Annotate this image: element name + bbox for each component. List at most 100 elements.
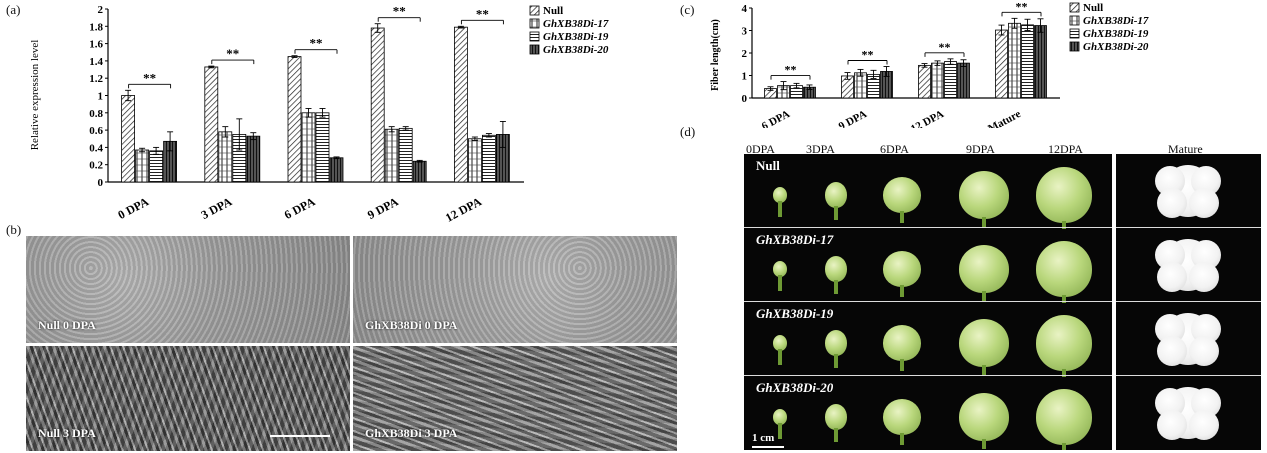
y-tick-label: 0	[98, 177, 104, 189]
cotton-boll-image	[1036, 389, 1092, 445]
boll-stem	[982, 365, 986, 375]
cotton-boll-image	[773, 409, 787, 425]
significance-label: **	[310, 36, 323, 51]
bar	[931, 62, 944, 99]
mature-cotton-image	[1189, 262, 1219, 292]
bar	[918, 64, 931, 99]
x-tick-label: 12 DPA	[443, 194, 484, 222]
x-tick-label: 12 DPA	[909, 108, 946, 128]
bar	[944, 61, 957, 99]
boll-stem	[982, 439, 986, 449]
cotton-boll-image	[883, 399, 921, 435]
mature-cotton-panel	[1116, 154, 1261, 450]
chart-a-ylabel: Relative expression level	[29, 40, 41, 151]
boll-stem	[834, 206, 838, 220]
cotton-boll-image	[1036, 167, 1092, 223]
col-head-12dpa: 12DPA	[1048, 142, 1083, 156]
legend-label: GhXB38Di-17	[1083, 15, 1149, 27]
cotton-boll-image	[883, 177, 921, 213]
bar	[1008, 22, 1021, 99]
boll-stem	[1062, 221, 1066, 229]
boll-stem	[1062, 369, 1066, 377]
cotton-boll-image	[883, 251, 921, 287]
cotton-boll-image	[825, 404, 847, 430]
x-tick-label: 0 DPA	[115, 194, 151, 222]
boll-stem	[900, 359, 904, 371]
boll-stem	[1062, 295, 1066, 303]
y-tick-label: 0	[742, 93, 748, 105]
mature-cotton-image	[1157, 188, 1187, 218]
bar	[384, 128, 399, 183]
col-head-3dpa: 3DPA	[806, 142, 835, 156]
cotton-boll-image	[883, 325, 921, 361]
mature-cotton-image	[1157, 410, 1187, 440]
chart-c-ylabel: Fiber length(cm)	[710, 19, 721, 91]
sem-scale-bar	[270, 435, 330, 437]
sem-caption-xb-0: GhXB38Di 0 DPA	[365, 318, 458, 332]
bar	[149, 150, 164, 183]
panel-label-c: (c)	[680, 2, 695, 17]
y-tick-label: 1.2	[89, 73, 103, 85]
bar	[957, 62, 970, 99]
boll-stem	[982, 291, 986, 301]
legend-swatch	[529, 44, 540, 55]
chart-fiber-length: Fiber length(cm) 0 1 2 3 4 6 DPA 9 DPA 12 DPA Ma…	[710, 0, 1149, 128]
bar	[481, 134, 496, 183]
y-tick-label: 3	[742, 26, 748, 38]
cotton-boll-image	[1036, 315, 1092, 371]
boll-stem	[982, 217, 986, 227]
significance-label: **	[226, 46, 239, 61]
bar	[453, 26, 468, 183]
significance-label: **	[785, 63, 797, 77]
bar	[1021, 24, 1034, 99]
legend-label: GhXB38Di-19	[1083, 28, 1149, 40]
cotton-boll-image	[825, 182, 847, 208]
cotton-boll-image	[825, 256, 847, 282]
cotton-boll-image	[773, 261, 787, 277]
mature-cotton-image	[1157, 336, 1187, 366]
boll-stem	[778, 275, 782, 291]
boll-stem	[900, 211, 904, 223]
sem-xb-0dpa: GhXB38Di 0 DPA	[353, 236, 677, 343]
bar	[1034, 25, 1047, 99]
bar	[301, 112, 316, 183]
row-label-20: GhXB38Di-20	[756, 380, 834, 395]
y-tick-label: 1	[742, 71, 748, 83]
row-label-19: GhXB38Di-19	[756, 306, 834, 321]
col-head-6dpa: 6DPA	[880, 142, 909, 156]
bar	[218, 131, 233, 183]
row-label-17: GhXB38Di-17	[756, 232, 834, 247]
mature-cotton-image	[1189, 336, 1219, 366]
x-tick-label: 6 DPA	[760, 108, 792, 128]
bar	[287, 56, 302, 183]
legend-label: Null	[543, 5, 563, 17]
col-head-9dpa: 9DPA	[966, 142, 995, 156]
y-tick-label: 1.8	[89, 21, 103, 33]
boll-stem	[834, 280, 838, 294]
mature-cotton-image	[1189, 188, 1219, 218]
sem-null-3dpa: Null 3 DPA	[26, 346, 350, 451]
cotton-boll-image	[1036, 241, 1092, 297]
y-tick-label: 4	[742, 3, 748, 15]
boll-stem	[778, 423, 782, 439]
cotton-boll-image	[825, 330, 847, 356]
sem-caption-null-0: Null 0 DPA	[38, 318, 96, 332]
boll-stem	[900, 285, 904, 297]
scale-label: 1 cm	[752, 432, 775, 444]
boll-stem	[778, 201, 782, 217]
panel-label-a: (a)	[6, 2, 21, 17]
bar	[329, 157, 344, 183]
row-label-null: Null	[756, 158, 780, 173]
bar	[135, 149, 150, 183]
y-tick-label: 1.6	[89, 39, 103, 51]
cotton-boll-image	[959, 245, 1009, 293]
boll-stem	[900, 433, 904, 445]
bar	[995, 29, 1008, 99]
legend-label: GhXB38Di-19	[543, 31, 609, 43]
bar	[246, 135, 261, 183]
x-tick-label: 3 DPA	[199, 194, 235, 222]
bar	[412, 160, 427, 183]
legend-label: Null	[1083, 2, 1103, 14]
legend-swatch	[1069, 41, 1080, 52]
x-tick-label: Mature	[986, 108, 1023, 128]
